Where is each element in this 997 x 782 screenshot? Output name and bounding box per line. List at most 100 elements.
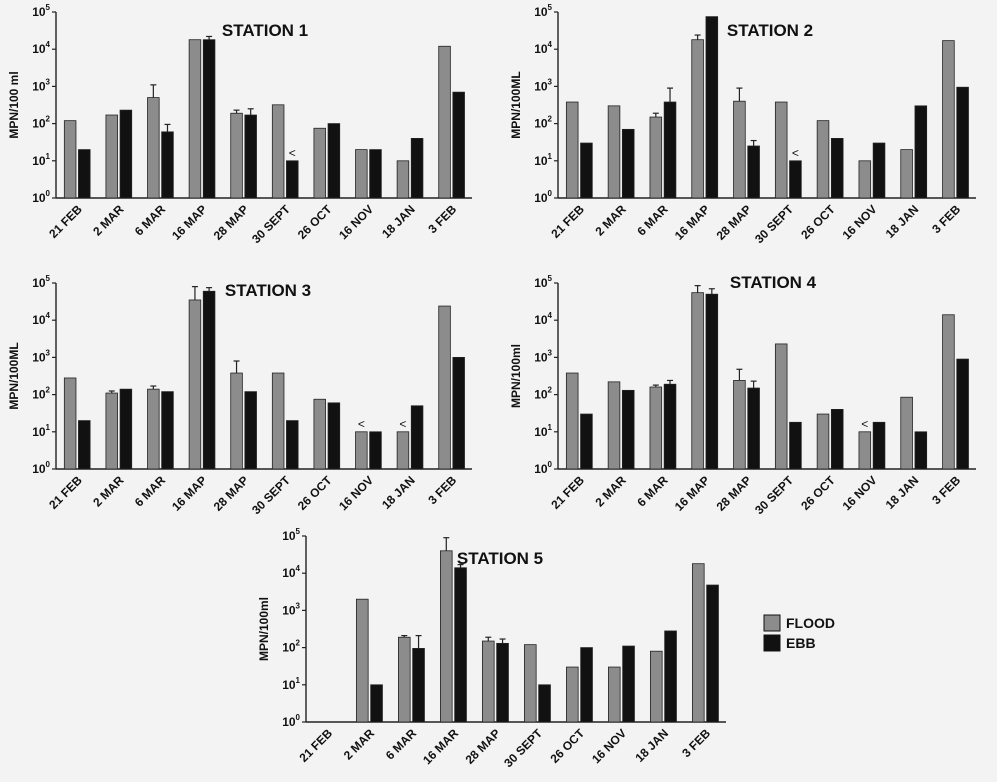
category-label: 6 MAR: [634, 202, 671, 239]
category-label: 18 JAN: [883, 473, 922, 512]
ebb-bar: [78, 149, 91, 199]
y-tick-label: 100: [282, 713, 300, 729]
flood-bar: [566, 666, 579, 723]
flood-bar: [649, 116, 663, 199]
y-axis-label: MPN/100ml: [257, 597, 271, 661]
category-label: 3 FEB: [425, 202, 459, 236]
category-label: 21 FEB: [46, 473, 85, 512]
ebb-bar: [161, 391, 174, 470]
category-label: 21 FEB: [296, 726, 335, 765]
flood-bar: [774, 343, 788, 470]
flood-bar: [105, 392, 118, 470]
y-tick-label: 103: [534, 77, 552, 93]
y-tick-label: 104: [32, 311, 50, 327]
less-than-annotation: <: [792, 146, 799, 160]
category-label: 6 MAR: [132, 202, 169, 239]
category-label: 6 MAR: [383, 726, 420, 763]
y-tick-label: 102: [32, 386, 50, 402]
flood-bar: [63, 120, 77, 199]
ebb-bar: [747, 387, 760, 470]
ebb-bar: [202, 290, 216, 470]
ebb-bar: [286, 420, 299, 470]
flood-bar: [650, 650, 663, 723]
ebb-bar: [705, 293, 719, 470]
flood-bar: [105, 114, 118, 199]
y-tick-label: 104: [282, 564, 300, 580]
y-tick-label: 100: [32, 189, 50, 205]
ebb-bar: [327, 402, 341, 470]
ebb-bar: [286, 160, 299, 199]
ebb-bar: [914, 105, 928, 199]
ebb-bar: [244, 114, 257, 199]
less-than-annotation: <: [861, 417, 868, 431]
flood-bar: [397, 636, 411, 723]
category-label: 16 MAP: [169, 202, 210, 243]
category-label: 16 NOV: [336, 473, 376, 513]
flood-bar: [524, 644, 537, 723]
flood-bar: [439, 550, 453, 723]
category-label: 30 SEPT: [501, 726, 545, 770]
flood-bar: [565, 101, 579, 199]
ebb-bar: [830, 138, 844, 199]
ebb-bar: [202, 39, 216, 199]
ebb-bar: [410, 138, 424, 199]
y-axis-label: MPN/100ml: [509, 344, 523, 408]
flood-bar: [438, 305, 451, 470]
legend-flood-swatch: [763, 614, 781, 632]
y-tick-label: 104: [534, 311, 552, 327]
category-label: 28 MAP: [463, 726, 504, 767]
ebb-bar: [369, 149, 382, 199]
flood-bar: [858, 160, 872, 199]
y-axis-label: MPN/100ML: [7, 342, 21, 409]
category-label: 18 JAN: [883, 202, 922, 241]
ebb-bar: [580, 647, 593, 723]
ebb-bar: [956, 86, 969, 199]
y-tick-label: 102: [32, 115, 50, 131]
ebb-bar: [747, 145, 760, 199]
y-tick-label: 100: [534, 189, 552, 205]
ebb-bar: [412, 648, 425, 723]
category-label: 28 MAP: [714, 473, 755, 514]
legend-flood-label: FLOOD: [786, 615, 835, 631]
category-label: 26 OCT: [295, 473, 335, 513]
ebb-bar: [410, 405, 424, 470]
chart-station-1: STATION 1 MPN/100 ml 100 101 102 103 104 105 21 …: [7, 3, 472, 246]
ebb-bar: [452, 91, 465, 199]
category-label: 2 MAR: [90, 473, 127, 510]
flood-bar: [355, 431, 368, 470]
y-axis-label: MPN/100ML: [509, 71, 523, 138]
y-tick-label: 105: [32, 274, 50, 290]
y-tick-label: 101: [32, 152, 50, 168]
ebb-bar: [496, 642, 509, 723]
category-label: 18 JAN: [379, 473, 418, 512]
flood-bar: [692, 563, 705, 723]
flood-bar: [271, 104, 285, 199]
y-tick-label: 105: [534, 3, 552, 19]
category-label: 3 FEB: [679, 726, 713, 760]
chart-title: STATION 1: [222, 21, 308, 40]
flood-bar: [900, 396, 913, 470]
flood-bar: [396, 431, 410, 470]
y-tick-label: 103: [282, 601, 300, 617]
y-tick-label: 100: [534, 460, 552, 476]
category-label: 21 FEB: [46, 202, 85, 241]
chart-station-5: STATION 5 MPN/100ml 100 101 102 103 104 105 21 F…: [257, 527, 726, 770]
ebb-bar: [454, 567, 467, 723]
flood-bar: [313, 398, 326, 470]
ebb-bar: [705, 16, 719, 199]
flood-bar: [438, 45, 451, 199]
flood-bar: [733, 380, 746, 470]
category-label: 26 OCT: [798, 202, 838, 242]
flood-bar: [313, 127, 326, 199]
y-tick-label: 105: [32, 3, 50, 19]
ebb-bar: [621, 128, 635, 199]
y-tick-label: 102: [534, 115, 552, 131]
less-than-annotation: <: [358, 417, 365, 431]
category-label: 28 MAP: [211, 202, 252, 243]
category-label: 16 MAP: [672, 202, 713, 243]
ebb-bar: [161, 131, 174, 199]
y-tick-label: 104: [534, 40, 552, 56]
category-label: 21 FEB: [548, 473, 587, 512]
ebb-bar: [663, 101, 677, 199]
flood-bar: [607, 105, 621, 199]
